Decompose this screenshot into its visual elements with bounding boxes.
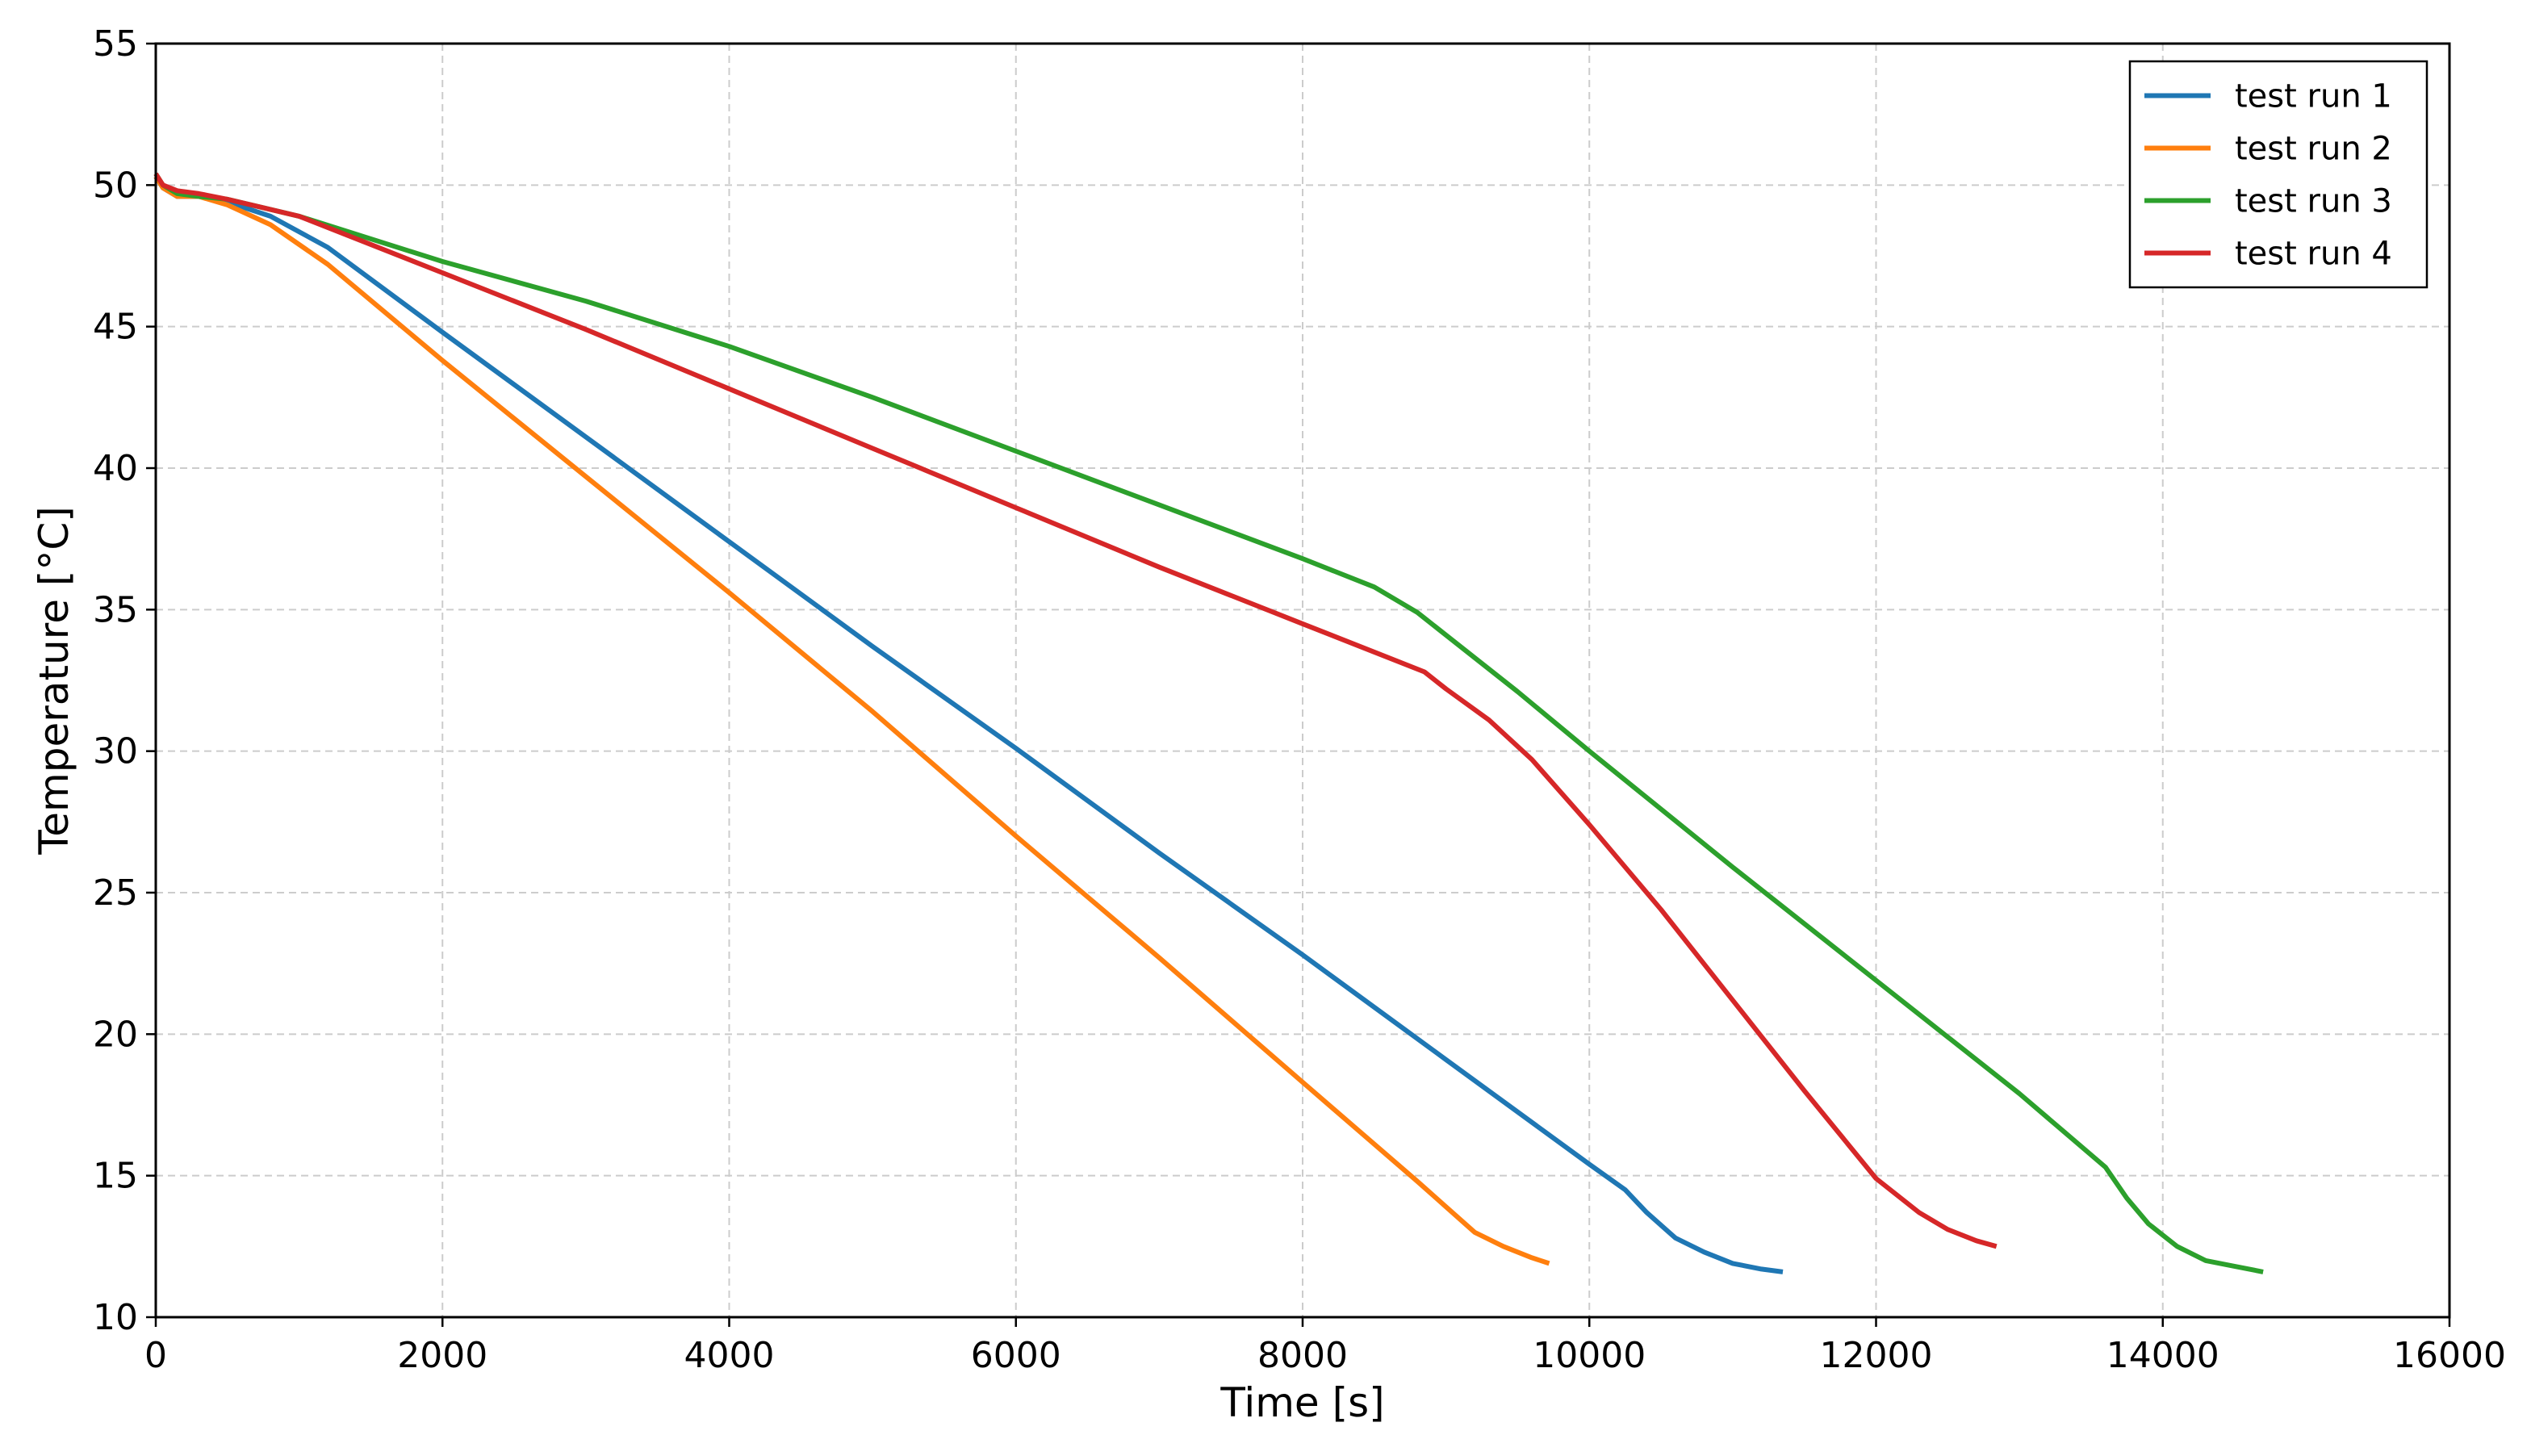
x-tick-label: 4000 <box>684 1335 775 1376</box>
legend-label: test run 4 <box>2235 236 2392 273</box>
x-tick-label: 0 <box>144 1335 167 1376</box>
y-tick-label: 10 <box>93 1297 138 1338</box>
legend: test run 1 test run 2 test run 3 test run 4 <box>2128 60 2429 289</box>
y-tick-label: 15 <box>93 1156 138 1197</box>
y-tick-label: 55 <box>93 23 138 65</box>
series-lines <box>153 172 2264 1274</box>
x-tick-label: 2000 <box>397 1335 487 1376</box>
y-tick-label: 20 <box>93 1014 138 1055</box>
y-tick-label: 40 <box>93 448 138 489</box>
grid <box>156 44 2449 1317</box>
x-axis: 0 2000 4000 6000 8000 10000 12000 14000 16000 <box>144 1317 2506 1376</box>
x-tick-label: 14000 <box>2106 1335 2219 1376</box>
legend-label: test run 2 <box>2235 131 2392 168</box>
series-line-test-run-4 <box>153 172 1998 1249</box>
legend-label: test run 3 <box>2235 183 2392 220</box>
x-tick-label: 12000 <box>1820 1335 1933 1376</box>
x-axis-title: Time [s] <box>1219 1379 1384 1426</box>
y-axis-title: Temperature [°C] <box>31 506 77 856</box>
y-tick-label: 50 <box>93 165 138 206</box>
x-tick-label: 16000 <box>2393 1335 2506 1376</box>
legend-box <box>2128 60 2429 289</box>
y-tick-label: 25 <box>93 872 138 914</box>
y-tick-label: 45 <box>93 307 138 348</box>
x-tick-label: 10000 <box>1533 1335 1646 1376</box>
y-axis: 10 15 20 25 30 35 40 45 50 55 <box>93 23 156 1338</box>
y-tick-label: 35 <box>93 589 138 630</box>
x-tick-label: 8000 <box>1257 1335 1348 1376</box>
x-tick-label: 6000 <box>971 1335 1061 1376</box>
legend-label: test run 1 <box>2235 78 2392 115</box>
y-tick-label: 30 <box>93 731 138 772</box>
